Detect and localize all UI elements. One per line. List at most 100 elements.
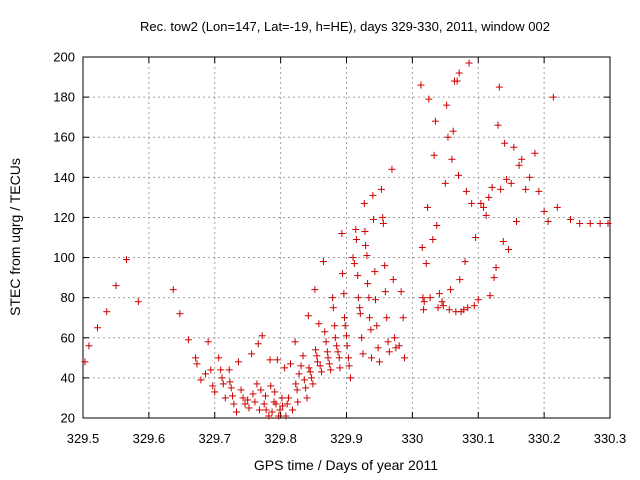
data-point (273, 356, 281, 364)
data-point (515, 161, 523, 169)
data-point (586, 219, 594, 227)
data-point (192, 354, 200, 362)
data-point (176, 310, 184, 318)
data-point (262, 406, 270, 414)
data-point (299, 352, 307, 360)
y-axis-tick-labels: 20 40 60 80 100 120 140 160 180 200 (53, 50, 75, 426)
data-point (312, 346, 320, 354)
data-point (460, 306, 468, 314)
data-point (282, 412, 290, 420)
data-point (202, 370, 210, 378)
data-point (81, 358, 89, 366)
data-point (373, 322, 381, 330)
x-tick-label: 329.6 (133, 431, 166, 446)
data-point (294, 398, 302, 406)
data-point (257, 386, 265, 394)
data-point (93, 324, 101, 332)
data-point (365, 294, 373, 302)
data-point (344, 354, 352, 362)
data-point (343, 332, 350, 340)
data-point (443, 101, 451, 109)
data-point (122, 256, 130, 264)
data-point (169, 286, 177, 294)
data-point (389, 276, 397, 284)
data-point (426, 294, 434, 302)
data-point (197, 376, 205, 384)
data-point (470, 302, 478, 310)
data-point (441, 179, 449, 187)
data-point (325, 360, 333, 368)
data-point (371, 268, 379, 276)
data-point (221, 394, 229, 402)
data-point (321, 328, 329, 336)
y-tick-label: 160 (53, 130, 75, 145)
data-point (184, 336, 192, 344)
x-tick-label: 329.8 (264, 431, 297, 446)
data-point (431, 117, 439, 125)
data-point (448, 155, 456, 163)
data-point (454, 171, 462, 179)
x-tick-label: 330 (402, 431, 424, 446)
data-point (287, 360, 295, 368)
data-points (81, 59, 612, 420)
data-point (314, 358, 322, 366)
data-point (480, 203, 488, 211)
axis-ticks (82, 56, 611, 419)
data-point (341, 322, 349, 330)
data-point (204, 338, 212, 346)
data-point (315, 320, 323, 328)
data-point (345, 362, 353, 370)
y-tick-label: 60 (61, 330, 75, 345)
data-point (209, 382, 217, 390)
data-point (356, 310, 364, 318)
data-point (468, 199, 476, 207)
data-point (381, 262, 389, 270)
data-point (352, 236, 360, 244)
data-point (234, 358, 242, 366)
data-point (211, 388, 219, 396)
data-point (308, 374, 316, 382)
data-point (215, 354, 223, 362)
data-point (261, 392, 269, 400)
y-axis-label: STEC from uqrg / TECUs (7, 158, 23, 316)
data-point (501, 139, 509, 147)
data-point (309, 380, 317, 388)
data-point (305, 364, 313, 372)
data-point (503, 175, 511, 183)
data-point (339, 270, 347, 278)
data-point (304, 312, 312, 320)
data-point (319, 258, 327, 266)
x-tick-label: 330.3 (594, 431, 627, 446)
data-point (388, 165, 396, 173)
data-point (364, 280, 372, 288)
data-point (329, 304, 337, 312)
data-point (279, 402, 287, 410)
x-tick-label: 329.7 (198, 431, 231, 446)
data-point (288, 406, 296, 414)
data-point (249, 390, 257, 398)
data-point (422, 260, 430, 268)
data-point (258, 332, 266, 340)
data-point (253, 380, 261, 388)
data-point (341, 314, 349, 322)
data-point (346, 374, 354, 382)
data-point (512, 217, 520, 225)
data-point (356, 304, 364, 312)
data-point (317, 368, 325, 376)
data-point (370, 215, 378, 223)
data-point (596, 219, 604, 227)
data-point (217, 366, 225, 374)
data-point (435, 290, 443, 298)
y-tick-label: 120 (53, 210, 75, 225)
data-point (456, 276, 464, 284)
data-point (482, 211, 490, 219)
data-point (366, 314, 374, 322)
data-point (297, 362, 305, 370)
data-point (474, 296, 482, 304)
data-point (379, 219, 387, 227)
y-tick-label: 200 (53, 50, 75, 65)
data-point (462, 187, 470, 195)
data-point (283, 400, 291, 408)
data-point (271, 388, 279, 396)
data-point (391, 334, 399, 342)
